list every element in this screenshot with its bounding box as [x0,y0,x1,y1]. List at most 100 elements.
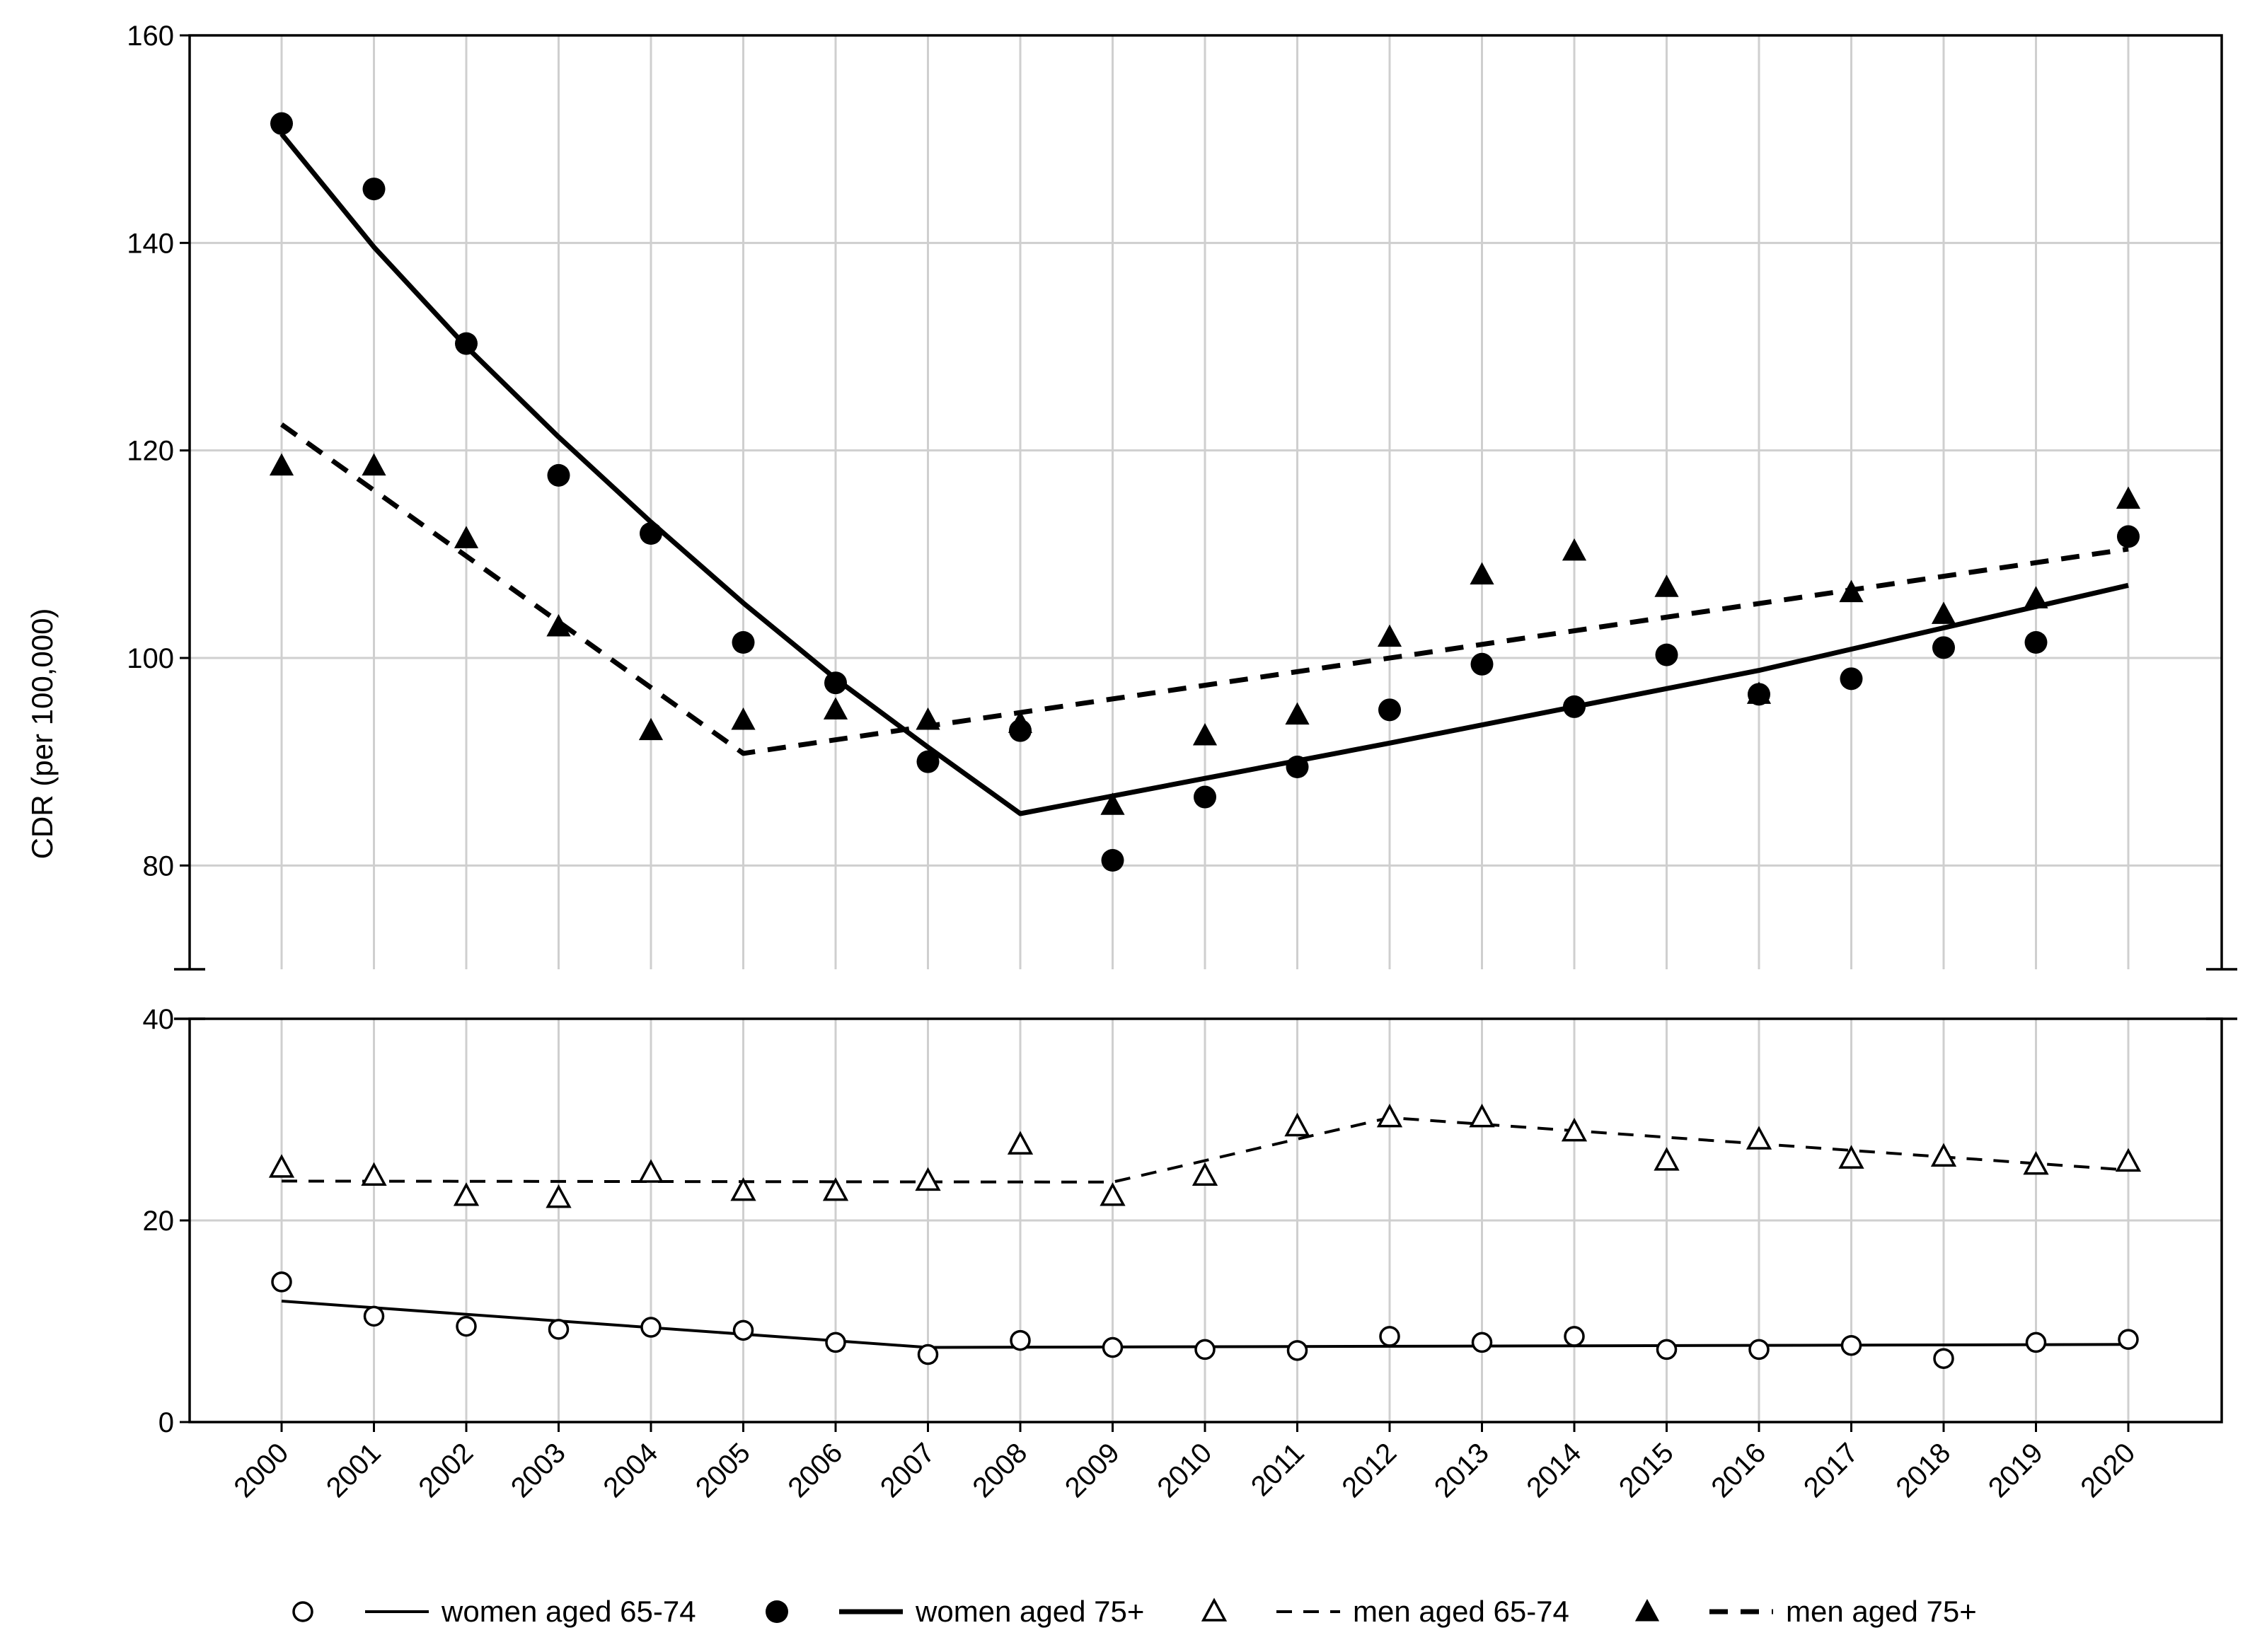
x-tick-label: 2016 [1705,1437,1772,1503]
data-point-series-1 [1010,1329,1031,1351]
data-point-series-2 [1932,636,1955,659]
data-point-series-1 [917,1344,939,1365]
data-point-series-1 [1933,1348,1954,1369]
data-point-series-4 [1377,624,1402,647]
data-point-series-1 [456,1315,477,1337]
data-point-series-3 [1007,1131,1034,1155]
data-point-series-3 [1838,1145,1864,1169]
y-tick-labels: 80 100 120 140 160 0 20 40 [127,21,190,1438]
x-tick-labels: 2000 2001 2002 2003 2004 2005 2006 2007 2008 2009… [228,1422,2141,1503]
data-point-series-3 [546,1184,572,1208]
data-point-series-4 [2116,486,2141,509]
legend-item: men aged 75+ [1634,1595,1977,1628]
data-point-series-2 [1470,652,1494,676]
x-tick-label: 2003 [505,1437,572,1503]
data-point-series-4 [1746,681,1772,704]
data-point-series-3 [268,1154,295,1178]
x-tick-label: 2015 [1613,1437,1680,1503]
data-point-series-4 [269,453,294,476]
data-point-series-2 [1378,698,1401,722]
x-tick-label: 2002 [412,1437,479,1503]
data-point-series-4 [1470,562,1494,585]
data-point-series-1 [1840,1334,1862,1356]
data-point-series-2 [1194,785,1216,809]
data-point-series-3 [1930,1143,1957,1167]
y-tick-label: 80 [143,850,175,882]
data-point-series-4 [362,453,386,476]
data-point-series-4 [1100,792,1125,815]
data-point-series-3 [1100,1182,1126,1206]
data-point-series-1 [548,1319,570,1340]
data-point-series-3 [1376,1103,1403,1128]
data-point-series-2 [362,178,386,201]
data-point-series-4 [823,697,848,720]
y-tick-label: 140 [127,228,174,259]
x-tick-label: 2019 [1983,1437,2049,1503]
data-point-series-4 [546,614,571,637]
data-point-series-2 [270,112,293,135]
data-point-series-2 [1655,643,1678,666]
x-tick-label: 2011 [1245,1437,1310,1502]
data-point-series-2 [547,463,570,487]
x-tick-label: 2007 [875,1437,941,1503]
data-point-series-2 [732,631,755,654]
y-tick-label: 100 [127,643,174,674]
data-point-series-3 [1192,1162,1218,1186]
data-point-series-4 [1192,723,1218,746]
y-tick-label: 120 [127,436,174,467]
data-point-series-2 [2117,525,2140,548]
data-point-series-4 [454,526,479,548]
data-point-series-2 [916,750,940,773]
x-tick-label: 2004 [597,1437,664,1503]
data-point-series-3 [638,1159,664,1183]
legend-marker [766,1600,788,1623]
data-point-series-3 [1561,1117,1588,1142]
legend-label: men aged 65-74 [1353,1595,1569,1628]
x-tick-label: 2005 [690,1437,756,1503]
legend: women aged 65-74 women aged 75+ men aged 6… [292,1595,1977,1628]
data-point-series-1 [1379,1326,1400,1347]
x-tick-label: 2012 [1336,1437,1402,1503]
data-point-series-3 [1746,1126,1772,1150]
data-point-series-1 [640,1317,662,1338]
x-tick-label: 2010 [1151,1437,1218,1503]
legend-label: women aged 65-74 [441,1595,696,1628]
data-point-series-3 [730,1177,756,1201]
data-point-series-4 [1931,601,1956,624]
x-tick-label: 2020 [2075,1437,2141,1503]
y-tick-label: 160 [127,21,174,52]
x-tick-label: 2006 [782,1437,848,1503]
data-point-series-1 [732,1319,754,1341]
data-point-series-2 [2024,631,2048,654]
data-point-series-4 [2024,586,2048,608]
legend-item: women aged 65-74 [292,1595,696,1628]
data-point-series-2 [824,671,847,695]
y-axis-title: CDR (per 100,000) [25,608,59,860]
upper-panel-frame [188,34,2223,969]
data-point-series-1 [2025,1332,2047,1353]
data-point-series-4 [638,717,664,741]
data-point-series-3 [915,1167,941,1191]
data-point-series-3 [822,1177,849,1201]
x-tick-label: 2001 [321,1437,387,1503]
data-point-series-1 [1471,1332,1493,1353]
data-point-series-3 [1654,1147,1680,1171]
data-point-series-4 [1654,574,1679,597]
data-point-series-1 [825,1332,846,1353]
data-point-series-3 [1469,1103,1495,1128]
data-point-series-3 [2023,1150,2049,1175]
data-point-series-1 [2118,1329,2139,1350]
y-tick-label: 20 [143,1206,175,1237]
data-point-series-2 [1563,695,1586,718]
legend-marker [1634,1599,1660,1622]
data-point-series-2 [1101,849,1124,872]
data-point-series-4 [1008,710,1033,733]
trend-line-series-4 [279,422,2129,756]
x-tick-label: 2013 [1429,1437,1495,1503]
x-tick-label: 2014 [1521,1437,1587,1503]
data-point-series-3 [361,1162,387,1186]
data-point-series-1 [1194,1339,1216,1361]
data-point-series-2 [1286,756,1309,778]
x-tick-label: 2000 [228,1437,294,1503]
